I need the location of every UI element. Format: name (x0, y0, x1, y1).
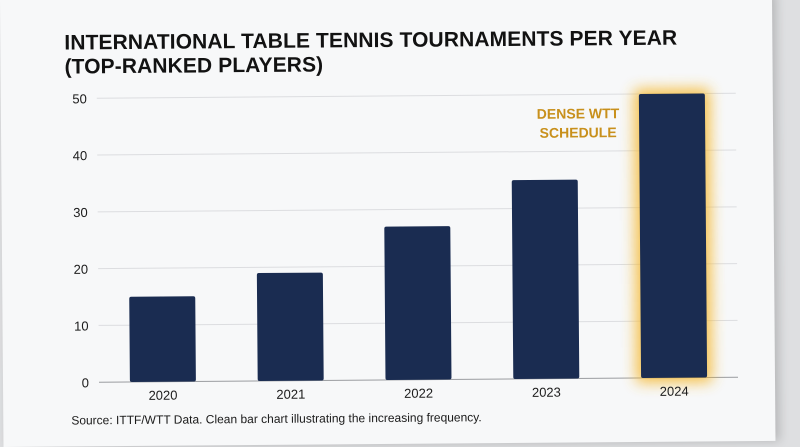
bar-2020 (129, 296, 196, 382)
annotation-line: SCHEDULE (540, 124, 617, 141)
chart-card: INTERNATIONAL TABLE TENNIS TOURNAMENTS P… (0, 0, 776, 447)
y-tick-label: 0 (82, 375, 89, 390)
x-tick-label: 2021 (276, 387, 305, 402)
y-gridline (97, 149, 737, 156)
y-gridline (96, 92, 736, 99)
y-tick-label: 10 (74, 319, 89, 334)
y-tick-label: 50 (72, 91, 87, 106)
bar-2023 (511, 179, 580, 379)
x-tick-label: 2023 (532, 385, 561, 400)
bar-2021 (256, 272, 324, 381)
annotation-line: DENSE WTT (537, 105, 620, 122)
y-tick-label: 20 (74, 262, 89, 277)
y-gridline (97, 206, 737, 213)
x-tick-label: 2020 (148, 388, 177, 403)
x-tick-label: 2024 (660, 384, 689, 399)
bar-2022 (384, 226, 452, 380)
bar-2024 (638, 93, 708, 378)
y-tick-label: 40 (73, 148, 88, 163)
y-tick-label: 30 (73, 205, 88, 220)
x-tick-label: 2022 (404, 386, 433, 401)
bar-chart: 0 10 20 30 40 50 2020 2021 2022 2023 2024 DENSE WTT… (72, 88, 738, 403)
